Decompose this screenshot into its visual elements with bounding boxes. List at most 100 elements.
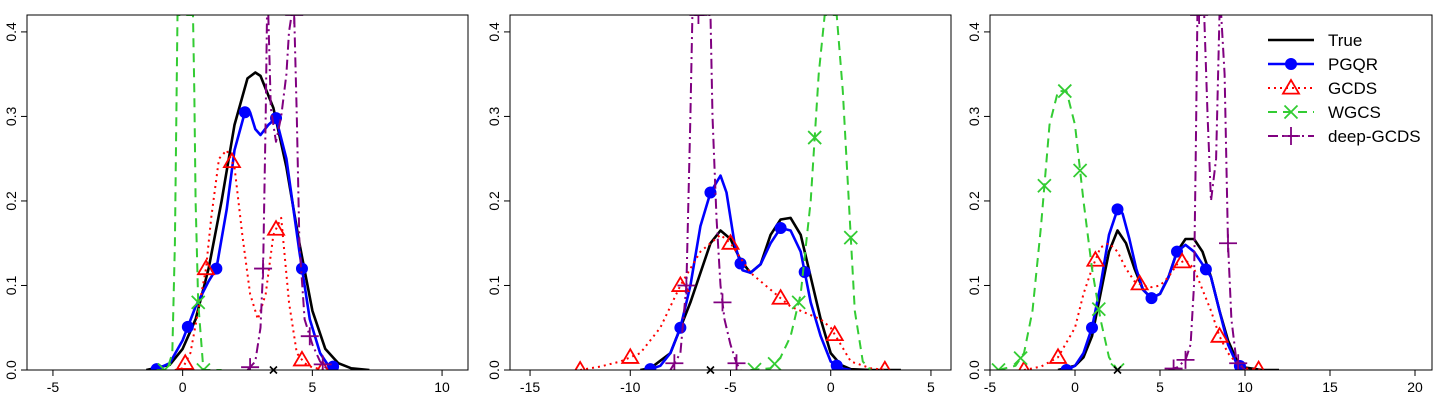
y-tick-label: 0.3	[966, 106, 982, 126]
data-point-deep-gcds	[713, 293, 732, 312]
data-point-gcds	[175, 353, 195, 370]
data-point-wgcs	[196, 362, 211, 370]
y-tick-label: 0.2	[486, 191, 502, 211]
chart-panel-1: -5 0 5 10 0.0 0.1 0.2 0.3 0.4	[3, 14, 469, 395]
series-line-gcds	[580, 233, 888, 370]
series-line-deep-gcds	[1168, 15, 1246, 370]
data-point-wgcs	[191, 295, 206, 310]
series-line-wgcs	[156, 15, 222, 370]
data-point-deep-gcds	[689, 15, 708, 24]
x-tick-label: -5	[984, 379, 997, 395]
data-point-wgcs	[1091, 302, 1106, 317]
series-line-pgqr	[1065, 208, 1246, 370]
series-line-wgcs	[998, 90, 1119, 370]
data-point-wgcs	[157, 362, 172, 370]
series-line-deep-gcds	[669, 15, 742, 370]
data-point-wgcs	[843, 230, 858, 245]
data-point-gcds	[825, 324, 845, 342]
data-point-wgcs	[1057, 83, 1072, 99]
data-point-pgqr	[1145, 292, 1158, 305]
data-point-pgqr	[674, 321, 687, 334]
y-tick-label: 0.2	[3, 191, 19, 211]
series-line-deep-gcds	[246, 15, 329, 370]
data-point-deep-gcds	[727, 354, 746, 370]
data-point-pgqr	[704, 186, 717, 199]
data-point-gcds	[771, 288, 791, 305]
series-line-pgqr	[649, 174, 852, 370]
data-point-pgqr	[295, 262, 308, 275]
data-point-pgqr	[734, 257, 747, 270]
y-tick-label: 0.4	[486, 22, 502, 42]
data-point-gcds	[720, 233, 741, 250]
y-tick-label: 0.4	[3, 22, 19, 42]
series-line-true	[640, 216, 901, 370]
data-point-pgqr	[830, 359, 843, 370]
x-tick-label: 10	[1237, 379, 1253, 395]
series-group	[146, 15, 370, 370]
legend-marker-wgcs	[1283, 104, 1299, 120]
data-point-gcds	[1209, 326, 1230, 343]
data-point-pgqr	[238, 106, 251, 119]
x-tick-label: 0	[179, 379, 187, 395]
data-point-wgcs	[791, 295, 806, 310]
data-point-gcds	[670, 275, 690, 292]
data-point-deep-gcds	[677, 276, 696, 295]
x-tick-label: 5	[927, 379, 935, 395]
data-point-wgcs	[767, 356, 782, 370]
plot-frame	[26, 14, 469, 371]
y-tick-label: 0.0	[3, 360, 19, 380]
data-point-wgcs	[1110, 362, 1125, 370]
x-tick-label: -5	[47, 379, 60, 395]
data-point-wgcs	[1013, 351, 1028, 366]
data-point-wgcs	[807, 130, 822, 145]
data-point-pgqr	[1111, 203, 1124, 216]
data-point-gcds	[266, 219, 286, 236]
data-point-pgqr	[181, 320, 194, 333]
series-group	[574, 15, 901, 370]
data-point-deep-gcds	[665, 354, 684, 370]
data-point-deep-gcds	[285, 15, 304, 24]
legend-label-pgqr: PGQR	[1328, 55, 1378, 74]
legend-marker-pgqr	[1285, 58, 1297, 70]
x-tick-label: 15	[1322, 379, 1338, 395]
y-tick-label: 0.3	[486, 106, 502, 126]
data-point-wgcs	[1072, 163, 1088, 178]
data-point-gcds	[574, 360, 586, 370]
y-tick-label: 0.4	[966, 22, 982, 42]
data-point-gcds	[1018, 360, 1030, 370]
data-point-pgqr	[1060, 364, 1073, 370]
legend-marker-gcds	[1281, 78, 1301, 95]
series-line-true	[1057, 229, 1279, 370]
data-point-pgqr	[1171, 245, 1183, 258]
data-point-gcds	[222, 151, 242, 169]
x-tick-label: 5	[1156, 379, 1164, 395]
y-tick-label: 0.1	[486, 276, 502, 296]
x-tick-label: -10	[620, 379, 640, 395]
x-tick-label: 10	[434, 379, 450, 395]
series-line-gcds	[174, 149, 326, 370]
data-point-deep-gcds	[1229, 354, 1248, 370]
series-line-gcds	[1023, 242, 1263, 370]
x-tick-label: 0	[1071, 379, 1079, 395]
data-point-gcds	[196, 258, 216, 276]
x-tick-label: -15	[520, 379, 540, 395]
data-point-deep-gcds	[254, 259, 273, 278]
chart-panel-2: -15 -10 -5 0 5 0.0 0.1 0.2 0.3 0.4	[486, 14, 952, 395]
x-tick-label: 20	[1407, 379, 1423, 395]
y-tick-label: 0.1	[966, 276, 982, 296]
data-point-pgqr	[644, 363, 657, 370]
data-point-gcds	[316, 359, 329, 370]
data-point-gcds	[1130, 274, 1150, 291]
data-point-wgcs	[991, 362, 1006, 370]
legend-label-gcds: GCDS	[1328, 79, 1377, 98]
legend-label-deep-gcds: deep-GCDS	[1328, 127, 1421, 146]
data-point-gcds	[1048, 347, 1068, 364]
series-line-true	[146, 71, 370, 370]
y-tick-label: 0.3	[3, 106, 19, 126]
x-tick-label: 0	[827, 379, 835, 395]
legend-label-true: True	[1328, 31, 1362, 50]
data-point-deep-gcds	[1176, 350, 1195, 369]
data-point-pgqr	[1086, 321, 1098, 334]
data-point-gcds	[1085, 250, 1105, 267]
